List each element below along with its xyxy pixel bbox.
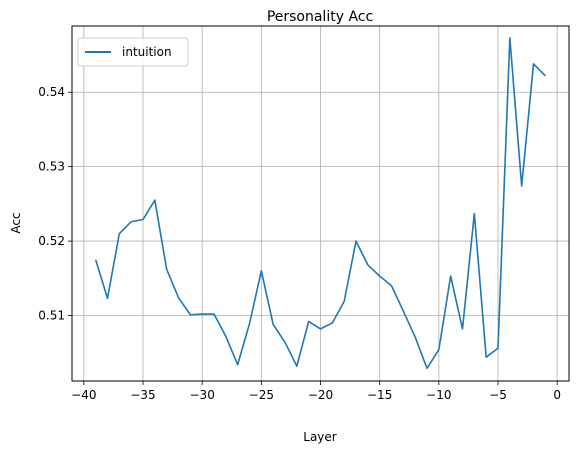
x-tick-label: −35 bbox=[130, 388, 155, 402]
x-tick-label: −25 bbox=[249, 388, 274, 402]
y-tick-label: 0.51 bbox=[38, 309, 65, 323]
x-tick-label: −15 bbox=[367, 388, 392, 402]
legend: intuition bbox=[77, 37, 189, 67]
series-layer bbox=[94, 37, 546, 370]
x-axis-title: Layer bbox=[303, 430, 337, 444]
legend-label-intuition: intuition bbox=[122, 45, 172, 59]
y-axis-title: Acc bbox=[9, 212, 23, 233]
x-tick-label: −10 bbox=[426, 388, 451, 402]
x-tick-label: −40 bbox=[71, 388, 96, 402]
legend-box bbox=[77, 37, 189, 67]
grid bbox=[72, 26, 569, 381]
chart-title: Personality Acc bbox=[267, 9, 373, 25]
x-tick-label: −5 bbox=[489, 388, 507, 402]
y-axis: 0.51 0.52 0.53 0.54 bbox=[38, 85, 72, 323]
x-axis: −40 −35 −30 −25 −20 −15 −10 −5 0 bbox=[71, 381, 561, 402]
x-tick-label: −20 bbox=[308, 388, 333, 402]
y-tick-label: 0.53 bbox=[38, 160, 65, 174]
y-tick-label: 0.52 bbox=[38, 234, 65, 248]
y-tick-label: 0.54 bbox=[38, 85, 65, 99]
x-tick-label: 0 bbox=[553, 388, 561, 402]
x-tick-label: −30 bbox=[190, 388, 215, 402]
